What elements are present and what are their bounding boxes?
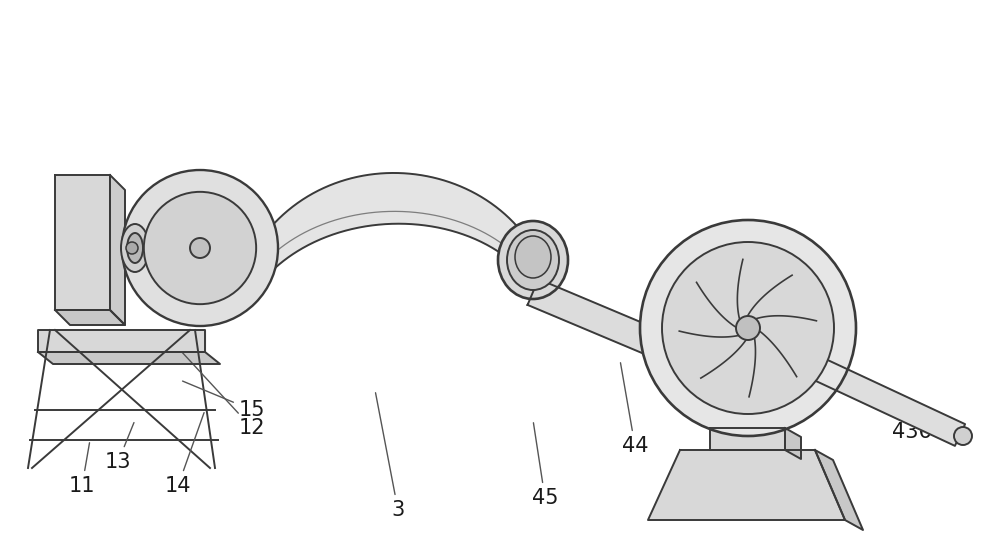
Ellipse shape	[954, 427, 972, 445]
Polygon shape	[38, 352, 220, 364]
Text: 436: 436	[889, 394, 932, 442]
Text: 41: 41	[724, 368, 750, 440]
Text: 13: 13	[105, 423, 134, 472]
Text: 44: 44	[620, 363, 648, 456]
Text: 3: 3	[376, 393, 405, 520]
Ellipse shape	[144, 192, 256, 304]
Polygon shape	[648, 450, 845, 520]
Ellipse shape	[190, 238, 210, 258]
Ellipse shape	[121, 224, 149, 272]
Text: 45: 45	[532, 423, 558, 508]
Polygon shape	[55, 310, 125, 325]
Text: 15: 15	[183, 381, 265, 420]
Polygon shape	[815, 450, 863, 530]
Polygon shape	[710, 428, 785, 450]
Text: 11: 11	[69, 443, 95, 496]
Ellipse shape	[122, 170, 278, 326]
Polygon shape	[528, 279, 695, 371]
Text: 12: 12	[182, 352, 265, 438]
Text: 42: 42	[769, 361, 795, 422]
Polygon shape	[790, 347, 965, 446]
Polygon shape	[270, 173, 528, 278]
Ellipse shape	[515, 236, 551, 278]
Ellipse shape	[662, 242, 834, 414]
Ellipse shape	[640, 220, 856, 436]
Ellipse shape	[126, 242, 138, 254]
Polygon shape	[785, 428, 801, 459]
Ellipse shape	[498, 221, 568, 299]
Ellipse shape	[127, 233, 143, 263]
Text: 14: 14	[165, 413, 204, 496]
Ellipse shape	[507, 230, 559, 290]
Polygon shape	[110, 175, 125, 325]
Polygon shape	[55, 175, 110, 310]
Ellipse shape	[736, 316, 760, 340]
Polygon shape	[38, 330, 205, 352]
